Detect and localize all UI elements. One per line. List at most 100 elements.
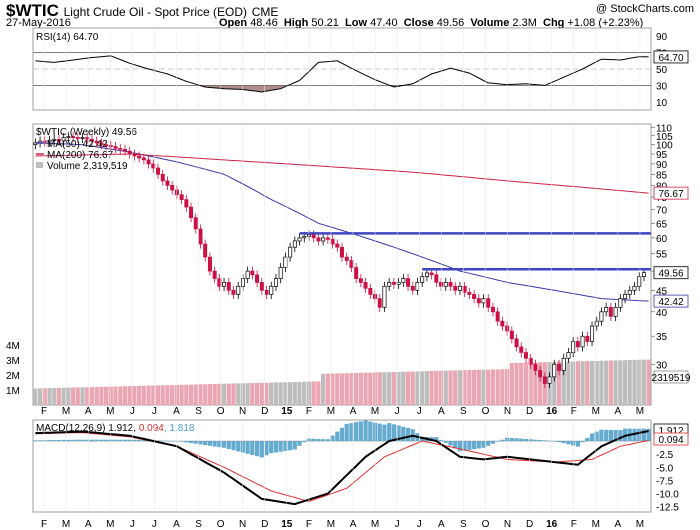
macd-histogram-bar	[141, 440, 146, 442]
volume-bar	[486, 369, 491, 405]
x-tick-label-mid: S	[460, 406, 467, 417]
candle-body	[151, 163, 156, 169]
volume-tick-label: 2M	[6, 371, 20, 382]
x-tick-label-mid: S	[195, 406, 202, 417]
volume-bar	[221, 383, 227, 405]
volume-bar	[424, 371, 429, 405]
candle-body	[179, 194, 184, 200]
price-tick-label: 65	[656, 219, 668, 230]
candle-body	[358, 278, 363, 283]
rsi-value-badge: 64.70	[658, 53, 683, 64]
x-tick-label-mid: D	[526, 406, 533, 417]
signal-badge-box	[653, 432, 689, 446]
candle-body	[156, 167, 161, 175]
rsi-value-badge-box	[653, 50, 689, 64]
volume-bar	[325, 373, 330, 405]
candle-body	[505, 325, 510, 332]
x-tick-label-mid: M	[371, 406, 379, 417]
macd-histogram-bar	[85, 439, 90, 442]
macd-histogram-bar	[160, 440, 165, 442]
macd-histogram-bar	[339, 427, 345, 441]
macd-histogram-bar	[325, 439, 330, 441]
volume-bar	[627, 360, 632, 405]
macd-histogram-bar	[618, 430, 623, 441]
rsi-label: RSI(14) 64.70	[36, 32, 99, 43]
price-tick-label: 55	[656, 250, 668, 261]
candle-body	[127, 150, 132, 155]
volume-bar	[170, 385, 175, 405]
x-tick-label-bottom: F	[571, 519, 577, 530]
volume-bar	[396, 371, 401, 405]
volume-bar	[174, 384, 179, 405]
macd-histogram-bar	[132, 439, 137, 441]
chart-title: $WTIC Light Crude Oil - Spot Price (EOD)…	[6, 1, 278, 21]
macd-histogram-bar	[505, 437, 510, 441]
macd-histogram-bar	[448, 441, 453, 446]
volume-legend: Volume 2,319,519	[47, 161, 128, 172]
macd-histogram-bar	[561, 441, 566, 444]
macd-histogram-bar	[250, 441, 255, 455]
candle-body	[193, 217, 198, 230]
volume-bar	[349, 373, 354, 405]
volume-bar	[264, 382, 269, 405]
macd-histogram-bar	[401, 426, 406, 442]
candle-body	[604, 306, 609, 313]
macd-histogram-bar	[481, 441, 486, 448]
open-value: 48.46	[250, 17, 278, 29]
volume-bar	[38, 388, 43, 405]
macd-histogram-bar	[405, 427, 411, 442]
symbol: $WTIC	[6, 1, 59, 20]
macd-histogram-bar	[236, 441, 241, 452]
macd-legend: MACD(12,26,9) 1.912, 0.094, 1.818	[36, 423, 195, 434]
x-tick-label-mid: M	[592, 406, 600, 417]
volume-bar	[358, 372, 363, 405]
candle-body	[575, 341, 580, 348]
volume-bar	[188, 384, 194, 405]
macd-histogram-bar	[255, 441, 260, 457]
candle-body	[118, 148, 123, 150]
candle-body	[42, 140, 47, 143]
rsi-tick-label: 50	[656, 65, 668, 76]
macd-histogram-bar	[212, 441, 217, 447]
macd-histogram-bar	[198, 441, 203, 445]
macd-histogram-bar	[344, 423, 349, 441]
volume-bar	[207, 384, 212, 405]
macd-histogram-bar	[420, 436, 425, 441]
macd-histogram-bar	[382, 424, 387, 441]
volume-bar	[193, 384, 198, 405]
macd-tick-label: -7.5	[656, 476, 674, 487]
volume-bar	[599, 360, 604, 405]
volume-bar	[354, 372, 359, 405]
price-tick-label: 95	[656, 150, 668, 161]
candle-body	[627, 289, 632, 295]
macd-histogram-bar	[165, 440, 170, 442]
candle-body	[354, 267, 359, 279]
candle-body	[33, 142, 38, 146]
x-tick-label-bottom: J	[130, 519, 135, 530]
volume-bar	[472, 370, 477, 405]
volume-bar	[245, 383, 250, 405]
volume-bar	[335, 373, 340, 405]
price-frame	[32, 123, 652, 406]
x-tick-label-mid: O	[482, 406, 490, 417]
volume-bar	[344, 373, 349, 405]
ma200-legend: MA(200) 76.67	[47, 150, 114, 161]
close-label: Close	[403, 17, 434, 29]
volume-bar	[608, 360, 613, 405]
macd-histogram-bar	[462, 441, 467, 451]
volume-bar	[179, 384, 184, 405]
macd-histogram-bar	[122, 439, 128, 442]
volume-bar	[401, 371, 406, 405]
volume-bar	[236, 383, 241, 405]
volume-bar	[500, 369, 505, 405]
macd-histogram-bar	[321, 439, 326, 441]
volume-bar	[99, 386, 104, 405]
candle-body	[236, 285, 241, 295]
macd-tick-label: -5.0	[656, 463, 674, 474]
volume-bar	[519, 362, 524, 405]
macd-histogram-bar	[217, 441, 222, 448]
candle-body	[448, 282, 453, 287]
volume-bar	[259, 382, 264, 405]
x-tick-label-mid: N	[504, 406, 511, 417]
